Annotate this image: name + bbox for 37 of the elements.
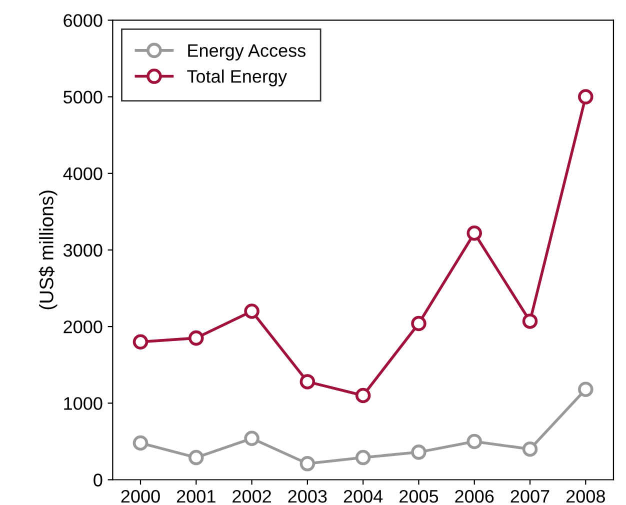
point [300,456,316,472]
point [188,330,204,346]
point [522,441,538,457]
point [522,314,538,329]
point [355,388,371,404]
y-axis-title: (US$ millions) [38,190,58,310]
point [411,444,426,460]
point [132,334,148,350]
x-tick-label: 2007 [510,490,550,503]
point [578,382,594,398]
legend-label: Total Energy [187,70,288,86]
x-tick-label: 2008 [566,490,605,503]
point [188,450,204,466]
y-tick-label: 5000 [64,90,102,104]
point [466,225,482,241]
point [411,316,426,332]
x-tick-label: 2002 [232,490,271,503]
point [300,374,316,390]
y-tick-label: 1000 [64,397,102,410]
x-tick-label: 2004 [344,490,383,503]
point [244,430,260,446]
x-tick-label: 2000 [121,490,160,503]
x-tick-label: 2001 [176,490,216,503]
point [578,89,594,104]
point [132,435,148,451]
point [466,434,482,450]
y-tick-label: 2000 [64,320,102,334]
x-tick-label: 2003 [288,490,327,503]
x-tick-label: 2006 [455,490,494,503]
y-tick-label: 3000 [63,244,102,257]
x-tick-label: 2005 [400,490,438,503]
y-tick-label: 4000 [63,167,102,180]
legend-label: Energy Access [188,44,306,61]
y-tick-label: 6000 [64,14,102,27]
point [355,450,371,466]
point [244,304,260,319]
y-tick-label: 0 [94,474,102,486]
